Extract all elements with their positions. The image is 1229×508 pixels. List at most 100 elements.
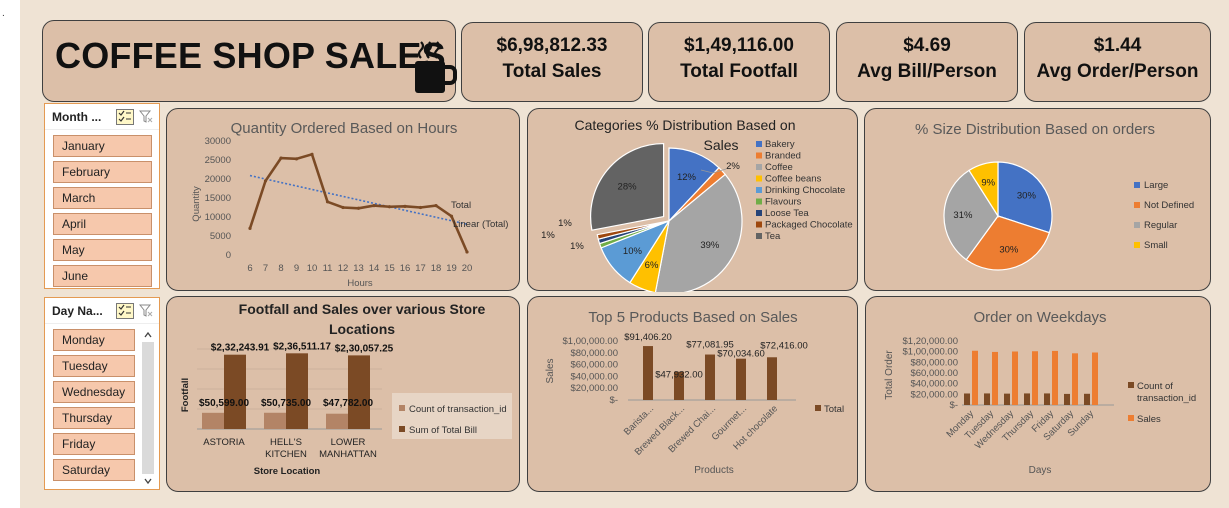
slicer-item-may[interactable]: May	[53, 239, 152, 261]
weekday-bar-chart: Order on Weekdays $-$20,000.00$40,000.00…	[884, 309, 1196, 476]
y-tick-label: 10000	[205, 212, 231, 223]
pie-data-label: 12%	[677, 172, 697, 183]
multi-select-icon[interactable]	[116, 108, 134, 125]
x-tick-label: 17	[415, 263, 426, 274]
bar-data-label: $72,416.00	[760, 340, 808, 351]
y-tick-label: 5000	[210, 231, 231, 242]
legend-label: Flavours	[765, 197, 802, 208]
y-axis-label: Footfall	[180, 378, 191, 412]
data-point	[465, 250, 469, 254]
x-tick-label: HELL'S	[270, 437, 302, 448]
legend-label: Regular	[1144, 220, 1177, 231]
bar-sales	[1032, 351, 1038, 405]
chart-title: % Size Distribution Based on orders	[915, 121, 1155, 138]
y-tick-label: $1,00,000.00	[903, 347, 958, 358]
x-tick-label: 19	[446, 263, 457, 274]
slicer-item-april[interactable]: April	[53, 213, 152, 235]
legend-label: Tea	[765, 231, 781, 242]
x-tick-label: KITCHEN	[265, 449, 307, 460]
scroll-down-icon[interactable]	[142, 474, 154, 488]
clear-filter-icon[interactable]	[139, 304, 153, 318]
chart-title: Top 5 Products Based on Sales	[588, 309, 797, 326]
x-tick-label: ASTORIA	[203, 437, 245, 448]
y-tick-label: $80,000.00	[910, 357, 958, 368]
data-point	[325, 200, 330, 204]
legend-swatch	[756, 210, 762, 216]
kpi-value: $6,98,812.33	[496, 35, 608, 56]
slicer-item-monday[interactable]: Monday	[53, 329, 135, 351]
data-point	[449, 214, 454, 218]
slicer-item-february[interactable]: February	[53, 161, 152, 183]
legend-swatch	[1134, 222, 1140, 228]
trendline-label: Linear (Total)	[453, 219, 508, 230]
bar-data-label: $70,034.60	[717, 349, 765, 360]
bar-count	[1004, 393, 1010, 405]
data-point	[434, 204, 438, 208]
kpi-value: $1.44	[1093, 35, 1142, 56]
x-tick-label: 20	[462, 263, 473, 274]
x-axis-label: Days	[1029, 465, 1052, 476]
legend-label: Count of transaction_id	[409, 404, 507, 415]
legend-label: Coffee beans	[765, 174, 822, 185]
multi-select-icon[interactable]	[116, 302, 134, 319]
products-bar-chart: Top 5 Products Based on Sales $-$20,000.…	[545, 309, 844, 476]
pie-data-label: 39%	[700, 240, 720, 251]
y-tick-label: $60,000.00	[910, 368, 958, 379]
slicer-item-saturday[interactable]: Saturday	[53, 459, 135, 481]
x-tick-label: LOWER	[331, 437, 366, 448]
x-tick-label: 8	[278, 263, 283, 274]
kpi-label: Total Footfall	[680, 61, 798, 82]
slicer-header: Day Na...	[45, 298, 159, 324]
y-tick-label: $20,000.00	[570, 383, 618, 394]
pie-data-label: 1%	[541, 230, 555, 241]
chart-title: Quantity Ordered Based on Hours	[231, 120, 458, 137]
slicer-scrollbar[interactable]	[142, 328, 154, 488]
legend-swatch	[756, 187, 762, 193]
y-tick-label: $80,000.00	[570, 348, 618, 359]
slicer-title: Month ...	[52, 109, 102, 124]
y-tick-label: 20000	[205, 174, 231, 185]
bar	[705, 354, 715, 400]
data-point	[418, 205, 423, 210]
kpi-label: Avg Order/Person	[1036, 61, 1199, 82]
slicer-item-wednesday[interactable]: Wednesday	[53, 381, 135, 403]
legend-label: Loose Tea	[765, 208, 809, 219]
bar-data-label: $77,081.95	[686, 340, 734, 351]
kpi-avg-bill: $4.69 Avg Bill/Person	[836, 22, 1018, 102]
bar-data-label: $2,30,057.25	[335, 343, 394, 354]
slicer-item-march[interactable]: March	[53, 187, 152, 209]
coffee-cup-icon	[415, 41, 457, 93]
scroll-up-icon[interactable]	[142, 328, 154, 342]
x-tick-label: 7	[263, 263, 268, 274]
legend-label: Count of	[1137, 381, 1173, 392]
bar-sales	[1092, 352, 1098, 405]
pie-slice	[590, 142, 665, 231]
data-point	[372, 204, 376, 208]
x-axis-label: Products	[694, 465, 733, 476]
products-chart-panel: Top 5 Products Based on Sales $- $20,000.…	[527, 296, 858, 492]
x-tick-label: 15	[384, 263, 395, 274]
bar-sales	[1072, 353, 1078, 405]
bar-sales	[1012, 351, 1018, 405]
kpi-value: $4.69	[903, 35, 951, 56]
slicer-item-tuesday[interactable]: Tuesday	[53, 355, 135, 377]
store-chart-panel: Footfall and Sales over various Store Lo…	[166, 296, 520, 492]
bar-data-label: $50,599.00	[199, 398, 249, 409]
data-point	[341, 205, 345, 210]
legend-label: Bakery	[765, 139, 795, 150]
slicer-header: Month ...	[45, 104, 159, 130]
chart-title: Order on Weekdays	[973, 309, 1106, 326]
hours-chart-panel: Quantity Ordered Based on Hours 0 5000 100…	[166, 108, 520, 291]
kpi-total-footfall: $1,49,116.00 Total Footfall	[648, 22, 830, 102]
x-tick-label: 11	[323, 263, 333, 274]
slicer-item-june[interactable]: June	[53, 265, 152, 287]
size-pie-chart: % Size Distribution Based on orders 30% 3…	[915, 121, 1194, 271]
kpi-value: $1,49,116.00	[684, 35, 794, 56]
legend-label: Coffee	[765, 162, 793, 173]
store-bar-chart: Footfall and Sales over various Store Lo…	[180, 301, 512, 477]
slicer-item-january[interactable]: January	[53, 135, 152, 157]
slicer-item-thursday[interactable]: Thursday	[53, 407, 135, 429]
slicer-item-friday[interactable]: Friday	[53, 433, 135, 455]
bar-sales	[1052, 350, 1058, 405]
clear-filter-icon[interactable]	[139, 110, 153, 124]
